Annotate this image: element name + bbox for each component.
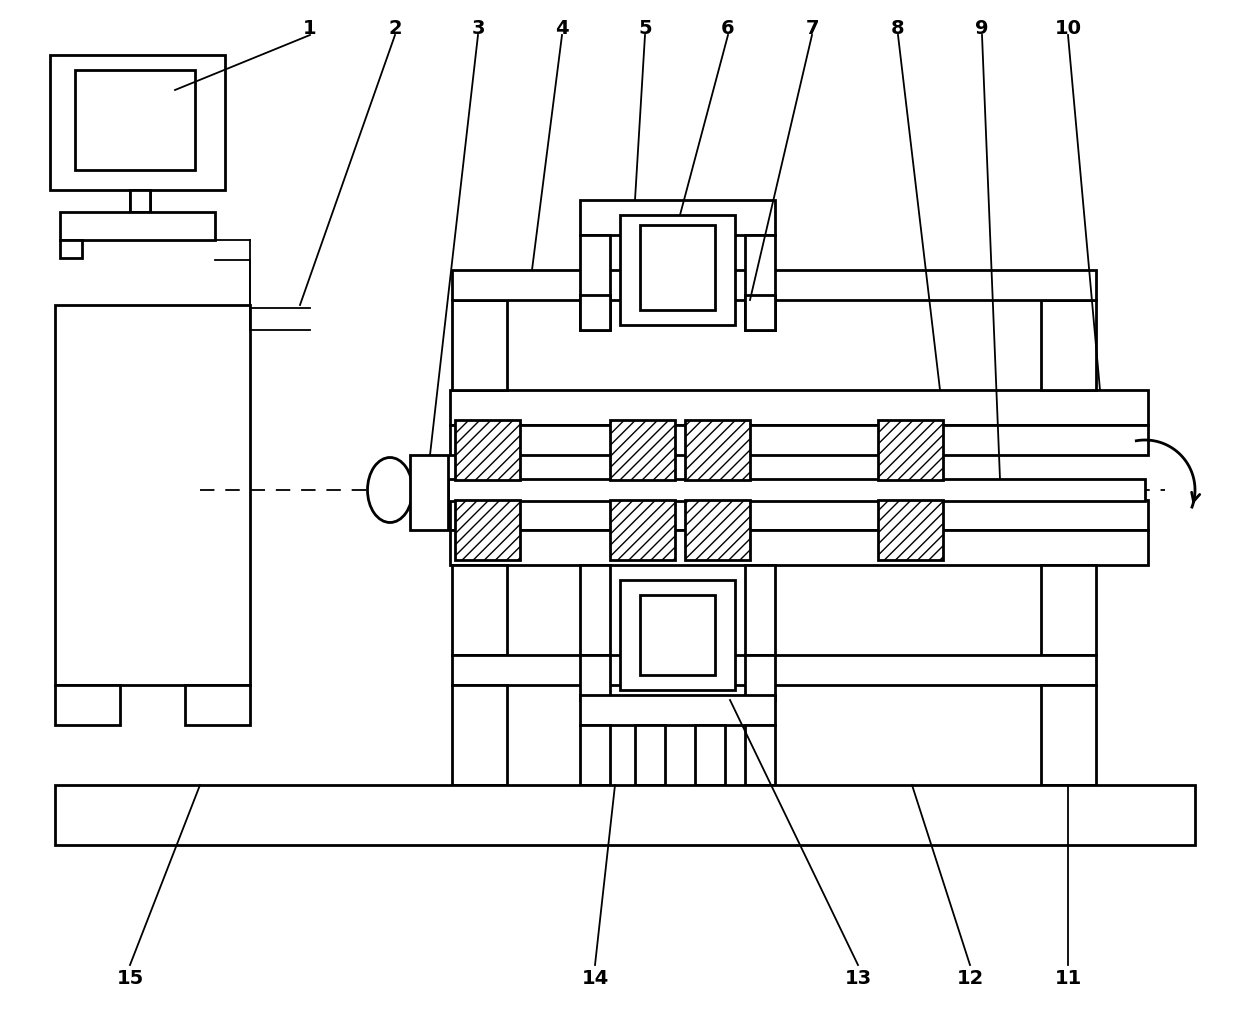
Bar xyxy=(130,190,150,212)
Bar xyxy=(450,500,1148,530)
Text: 3: 3 xyxy=(471,18,485,38)
Bar xyxy=(450,425,1148,455)
Bar xyxy=(745,655,775,700)
Bar xyxy=(745,295,775,330)
Ellipse shape xyxy=(367,457,413,522)
Bar xyxy=(60,240,82,258)
Bar xyxy=(1042,685,1096,785)
Bar xyxy=(450,390,1148,425)
Bar xyxy=(60,212,215,240)
Bar xyxy=(130,190,150,212)
Text: 13: 13 xyxy=(844,968,872,988)
Bar xyxy=(745,565,775,655)
Bar xyxy=(610,500,675,560)
Bar xyxy=(453,565,507,655)
Text: 7: 7 xyxy=(805,18,818,38)
Text: 1: 1 xyxy=(304,18,316,38)
Bar xyxy=(1042,565,1096,655)
Text: 10: 10 xyxy=(1054,18,1081,38)
Bar xyxy=(580,655,610,700)
Text: 11: 11 xyxy=(1054,968,1081,988)
Bar xyxy=(50,55,224,190)
Bar xyxy=(694,725,725,785)
Bar xyxy=(580,295,610,330)
Text: 8: 8 xyxy=(892,18,905,38)
Bar xyxy=(453,300,507,390)
Text: 6: 6 xyxy=(722,18,735,38)
Bar xyxy=(55,785,1195,845)
Bar xyxy=(450,530,1148,565)
Bar xyxy=(55,685,120,725)
Bar xyxy=(878,420,942,480)
Bar xyxy=(620,215,735,325)
Bar xyxy=(635,725,665,785)
Bar xyxy=(453,655,1096,685)
Bar xyxy=(580,725,610,785)
Text: 15: 15 xyxy=(117,968,144,988)
Bar xyxy=(745,725,775,785)
Text: 5: 5 xyxy=(639,18,652,38)
Bar xyxy=(410,455,448,530)
Bar xyxy=(640,225,715,310)
Bar xyxy=(580,565,610,655)
Bar xyxy=(640,595,715,675)
Text: 12: 12 xyxy=(956,968,983,988)
Bar xyxy=(455,500,520,560)
Text: 9: 9 xyxy=(975,18,988,38)
Text: 4: 4 xyxy=(556,18,569,38)
Bar xyxy=(684,500,750,560)
Bar xyxy=(620,580,735,690)
Bar xyxy=(453,270,1096,300)
Bar xyxy=(448,479,1145,501)
Bar xyxy=(610,420,675,480)
Bar xyxy=(55,305,250,685)
Bar xyxy=(185,685,250,725)
Bar xyxy=(580,200,775,235)
Bar xyxy=(745,235,775,330)
Text: 2: 2 xyxy=(388,18,402,38)
Bar xyxy=(684,420,750,480)
Bar xyxy=(580,695,775,725)
Bar xyxy=(580,235,610,330)
Text: 14: 14 xyxy=(582,968,609,988)
Bar xyxy=(878,500,942,560)
Bar xyxy=(453,685,507,785)
Bar xyxy=(455,420,520,480)
Bar xyxy=(1042,300,1096,390)
Bar xyxy=(74,70,195,170)
